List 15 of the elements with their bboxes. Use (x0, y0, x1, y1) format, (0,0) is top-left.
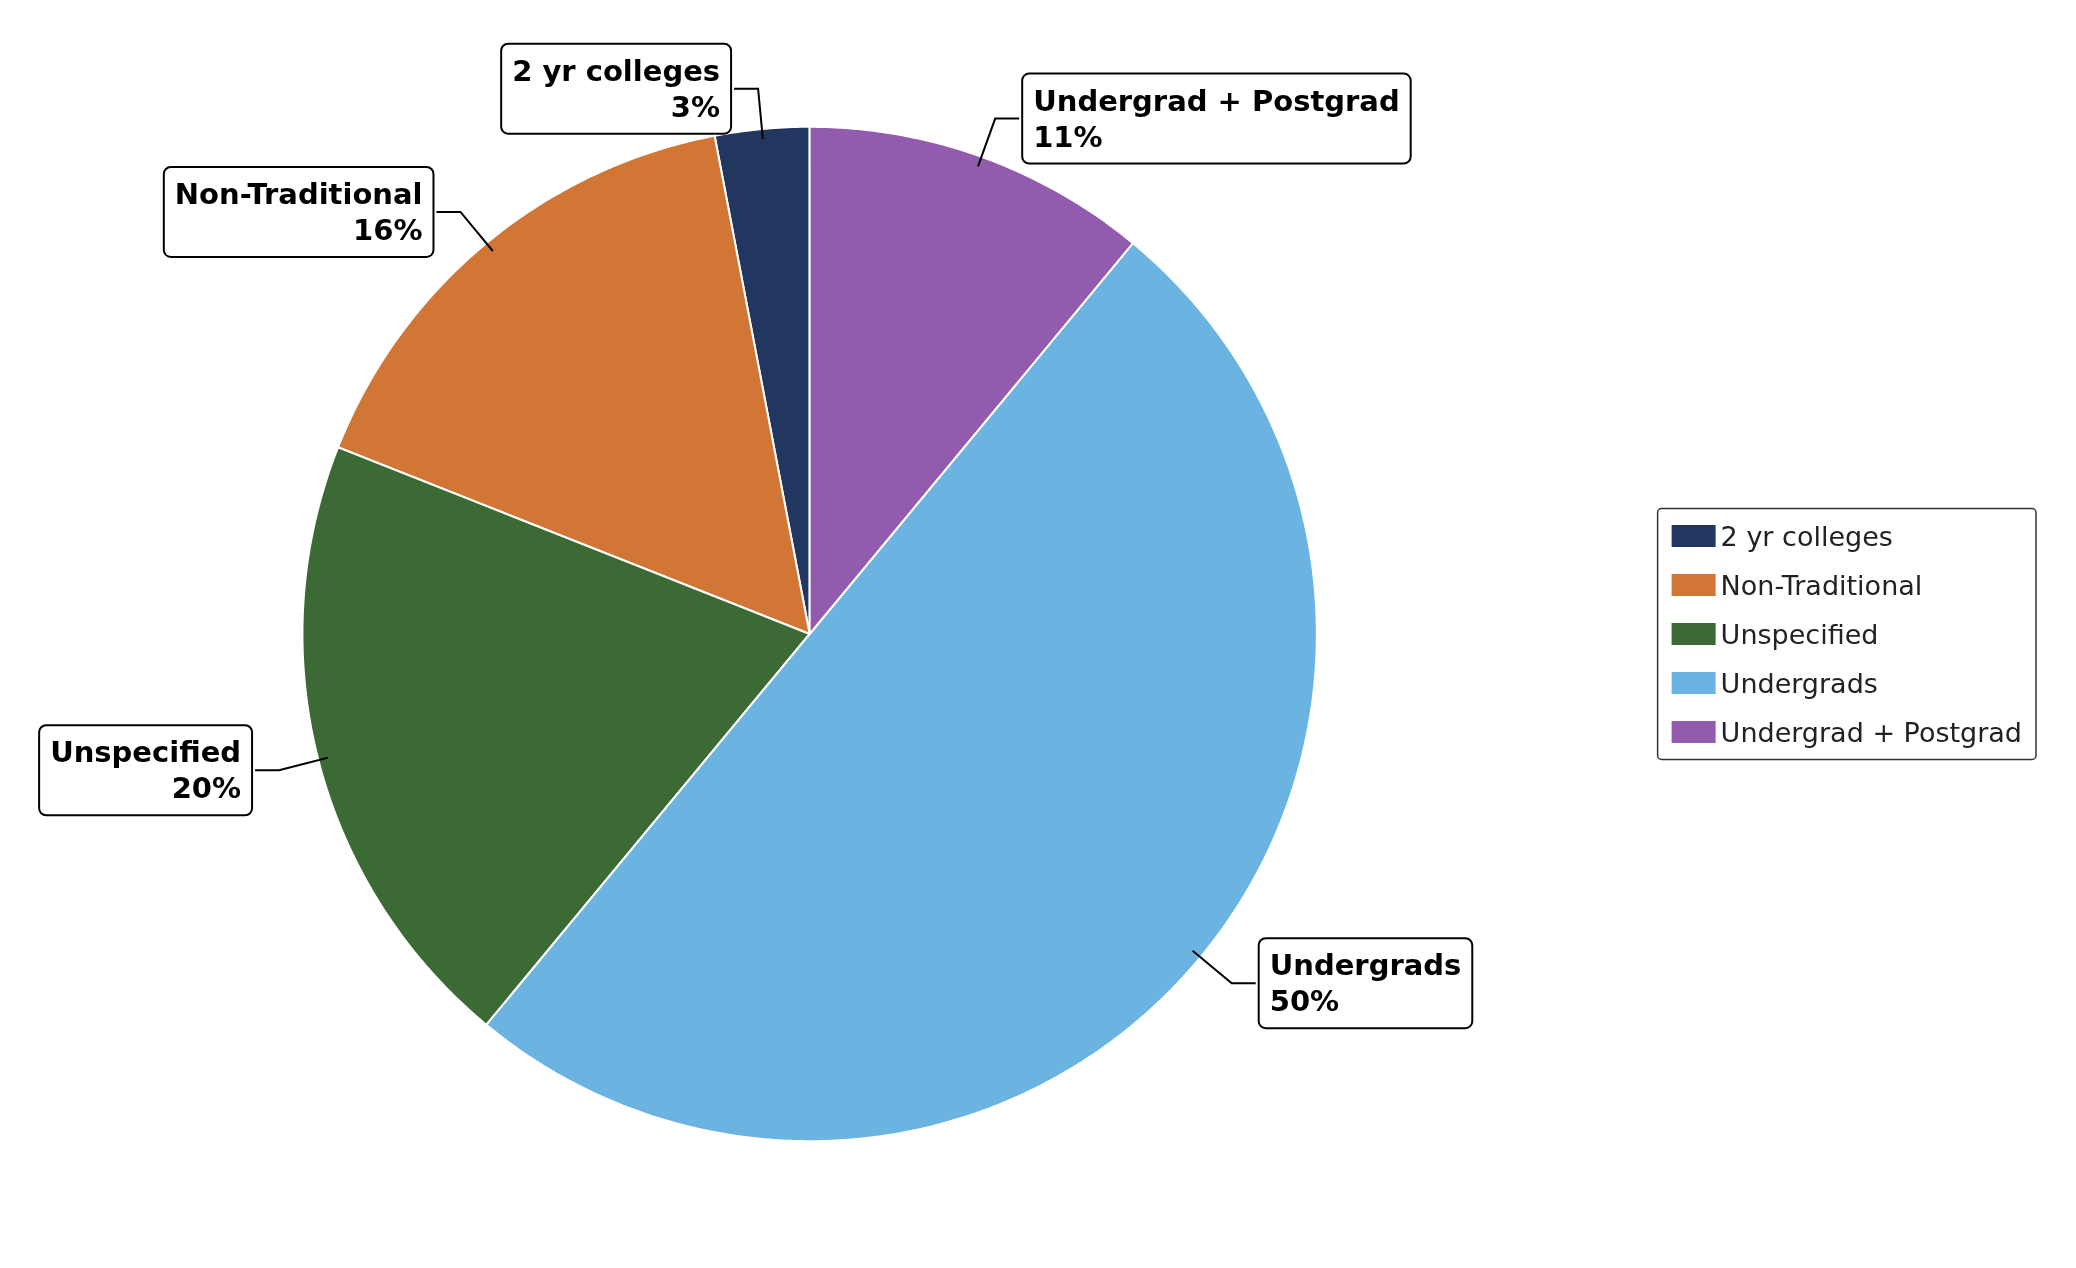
slice-label: Undergrad + Postgrad (1033, 83, 1400, 118)
slice-label: Non-Traditional (174, 176, 423, 211)
data-label: 50% (1269, 984, 1340, 1019)
slice-label: Unspecified (50, 735, 242, 770)
data-label: 16% (353, 212, 423, 247)
legend-label: Unspecified (1720, 618, 1879, 650)
legend-label: Non-Traditional (1720, 569, 1923, 601)
legend-label: Undergrads (1720, 667, 1878, 699)
slice-label: 2 yr colleges (512, 53, 721, 88)
data-label: 3% (670, 89, 721, 124)
data-label: 11% (1033, 119, 1103, 154)
legend-label: Undergrad + Postgrad (1720, 716, 2023, 748)
data-label: 20% (171, 771, 242, 806)
slice-label: Undergrads (1269, 948, 1462, 983)
legend-label: 2 yr colleges (1720, 520, 1893, 552)
